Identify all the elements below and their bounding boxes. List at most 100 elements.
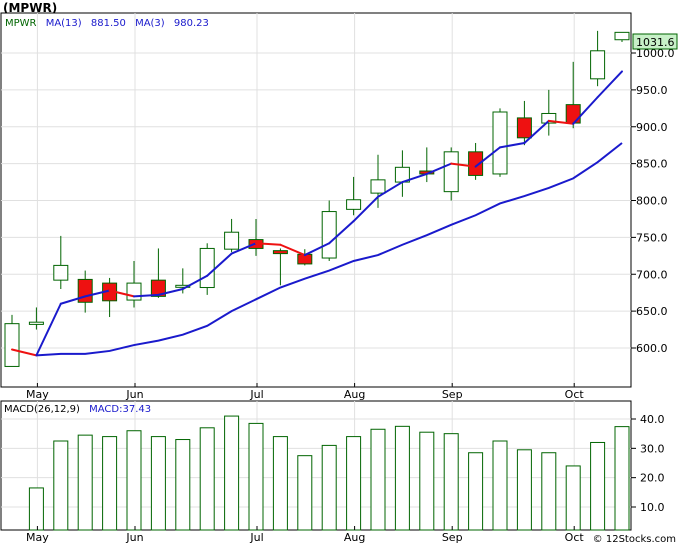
x-tick-label: Aug (344, 388, 365, 401)
ma3-segment (303, 242, 331, 257)
legend-ma3-label: MA(3) (135, 18, 165, 29)
macd-bar (28, 487, 44, 531)
last-price-marker: 1031.6 (632, 33, 678, 50)
candle (28, 307, 44, 330)
candle (492, 108, 508, 177)
ma3-segment (547, 119, 575, 125)
macd-bar (443, 433, 459, 531)
macd-bar (321, 444, 337, 531)
ma13-line (36, 142, 623, 357)
macd-bar (53, 440, 69, 531)
macd-bar (614, 426, 630, 531)
ma3-segment (596, 70, 623, 99)
candle (370, 154, 386, 208)
macd-x-axis: May Jun Jul Aug Sep Oct (26, 526, 584, 544)
ma3-segment (401, 172, 428, 184)
macd-bar (346, 436, 362, 531)
ma3-segment (474, 146, 501, 168)
macd-bar (419, 431, 435, 531)
ma3-segment (59, 295, 87, 305)
candle (565, 61, 581, 129)
ma3-segment (255, 242, 282, 246)
candle (443, 147, 459, 201)
macd-bar (126, 430, 142, 531)
macd-bar (370, 428, 386, 531)
ma13-polyline (36, 142, 623, 357)
candle (150, 248, 166, 298)
price-x-axis: May Jun Jul Aug Sep Oct (26, 383, 584, 401)
macd-bar (150, 436, 166, 531)
candle-body-up (224, 231, 240, 250)
ma3-segment (328, 220, 355, 245)
macd-legend: MACD(26,12,9) MACD:37.43 (4, 404, 151, 415)
macd-tick-label: 40.0 (640, 413, 665, 426)
candle-body-down (516, 117, 532, 139)
ma3-segment (206, 252, 233, 277)
candle (224, 218, 240, 253)
x-tick-label: Jun (125, 388, 143, 401)
candle-body-up (614, 31, 630, 41)
legend-ma13-value: 881.50 (91, 18, 126, 29)
candle-body-up (370, 179, 386, 194)
macd-bar (541, 452, 557, 531)
ma3-segment (572, 96, 599, 125)
candle (468, 142, 484, 180)
candle (394, 150, 410, 197)
x-tick-label: May (26, 388, 49, 401)
x-tick-label: Sep (442, 531, 463, 544)
macd-bar (175, 439, 191, 531)
watermark: © 12Stocks.com (593, 534, 676, 545)
candle-body-down (468, 151, 484, 176)
ma3-segment (84, 289, 111, 298)
candle (321, 200, 337, 261)
ma3-segment (425, 162, 453, 175)
candle-body-up (541, 112, 557, 124)
ma3-segment (181, 274, 209, 290)
ma3-segment (230, 242, 257, 255)
x-tick-label: Oct (565, 388, 585, 401)
price-tick-label: 750.0 (636, 231, 668, 244)
price-tick-label: 950.0 (636, 84, 668, 97)
candle-body-up (443, 151, 459, 193)
candle-body-down (565, 104, 581, 124)
macd-bar (199, 427, 215, 531)
candle (346, 176, 362, 216)
candle (199, 243, 215, 295)
macd-bar (565, 465, 581, 531)
macd-bar (102, 436, 118, 531)
ma3-segment (377, 181, 404, 198)
candle-body-up (126, 282, 142, 301)
x-tick-label: Jul (249, 388, 263, 401)
ma3-segment (11, 348, 38, 357)
candle (272, 248, 288, 286)
candle (4, 314, 20, 367)
ma3-segment (279, 243, 306, 257)
last-price-label: 1031.6 (636, 36, 675, 49)
macd-y-axis: 10.0 20.0 30.0 40.0 (631, 413, 665, 514)
candle-body-down (272, 250, 288, 255)
candle-body-up (28, 321, 44, 325)
macd-bar (297, 455, 313, 531)
macd-bar (492, 440, 508, 531)
chart-title: (MPWR) (3, 1, 57, 15)
price-tick-label: 600.0 (636, 342, 668, 355)
macd-bar (468, 452, 484, 531)
macd-bars (28, 415, 630, 531)
candle-body-down (150, 279, 166, 297)
candles (4, 30, 630, 367)
x-tick-label: May (26, 531, 49, 544)
price-tick-label: 850.0 (636, 158, 668, 171)
candle-body-up (590, 50, 606, 80)
legend-ma3-value: 980.23 (174, 18, 209, 29)
ma3-segment (108, 289, 135, 298)
legend-symbol: MPWR (5, 18, 37, 29)
candle (541, 89, 557, 136)
price-tick-label: 900.0 (636, 121, 668, 134)
ma3-segment (523, 119, 550, 144)
price-y-axis: 600.0 650.0 700.0 750.0 800.0 850.0 900.0 950.0… (631, 47, 675, 355)
candle (590, 30, 606, 87)
ma3-line (11, 70, 623, 357)
candle-body-up (199, 247, 215, 289)
price-tick-label: 1000.0 (636, 47, 675, 60)
